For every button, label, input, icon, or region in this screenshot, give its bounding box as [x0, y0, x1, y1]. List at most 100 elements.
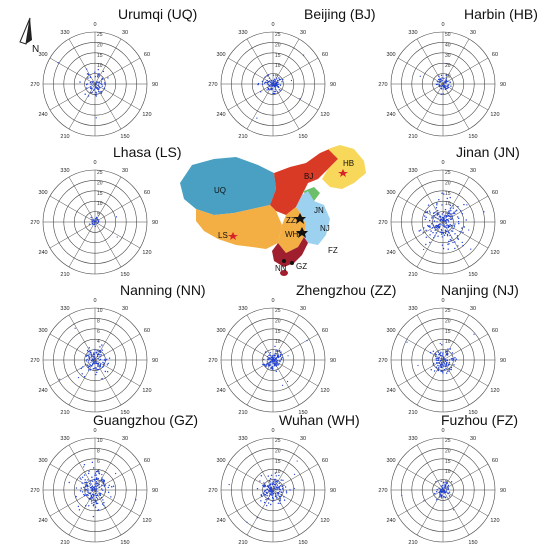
- ring-tick-label: 15: [97, 191, 103, 197]
- data-point: [271, 88, 273, 91]
- data-point: [447, 215, 449, 217]
- data-point: [110, 496, 112, 498]
- data-point: [91, 502, 93, 504]
- data-point: [445, 79, 448, 82]
- data-point: [103, 485, 106, 487]
- ring-tick-label: 20: [445, 448, 451, 454]
- data-point: [439, 223, 441, 226]
- polar-spoke: [416, 221, 444, 268]
- angle-tick-label: 240: [38, 250, 47, 256]
- polar-spoke: [397, 195, 444, 223]
- data-point: [95, 485, 97, 487]
- data-point: [274, 345, 276, 348]
- data-point: [263, 492, 265, 494]
- data-point: [439, 231, 441, 233]
- data-point: [426, 210, 428, 213]
- data-point: [102, 480, 104, 482]
- data-point: [269, 493, 271, 495]
- data-point: [434, 229, 436, 231]
- data-point: [276, 83, 278, 85]
- angle-tick-label: 300: [386, 328, 395, 334]
- data-point: [458, 217, 460, 220]
- data-point: [406, 341, 408, 343]
- data-point: [276, 484, 279, 486]
- data-point: [100, 92, 102, 94]
- data-point: [269, 352, 271, 354]
- data-point: [262, 484, 264, 487]
- data-point: [112, 485, 115, 487]
- data-point: [257, 82, 260, 85]
- angle-tick-label: 300: [386, 190, 395, 196]
- data-point: [81, 476, 84, 478]
- ring-tick-label: 25: [97, 32, 103, 38]
- data-point: [98, 493, 100, 495]
- ring-tick-label: 20: [275, 42, 281, 48]
- data-point: [91, 363, 94, 366]
- angle-tick-label: 0: [441, 428, 444, 434]
- angle-tick-label: 300: [38, 190, 47, 196]
- data-point: [447, 224, 450, 227]
- data-point: [97, 363, 100, 365]
- data-point: [272, 493, 274, 496]
- angle-tick-label: 0: [93, 298, 96, 304]
- data-point: [279, 78, 281, 81]
- data-point: [268, 479, 271, 482]
- polar-spoke: [416, 444, 444, 491]
- data-point: [101, 77, 103, 80]
- polar-spoke: [442, 489, 470, 536]
- data-point: [86, 494, 88, 496]
- data-point: [447, 248, 449, 250]
- polar-spoke: [49, 489, 96, 517]
- data-point: [446, 370, 449, 372]
- data-point: [435, 224, 438, 227]
- data-point: [262, 363, 264, 366]
- data-point: [278, 77, 280, 79]
- data-point: [429, 212, 431, 214]
- data-point: [442, 358, 445, 361]
- data-point: [256, 517, 258, 519]
- angle-tick-label: 270: [30, 220, 39, 226]
- data-point: [93, 478, 96, 481]
- data-point: [447, 84, 449, 86]
- data-point: [87, 361, 89, 363]
- data-point: [441, 230, 443, 232]
- data-point: [440, 495, 443, 498]
- angle-tick-label: 150: [298, 540, 307, 546]
- chart-title: Nanjing (NJ): [441, 282, 519, 298]
- data-point: [271, 84, 273, 87]
- data-point: [437, 351, 440, 353]
- angle-tick-label: 330: [238, 306, 247, 312]
- data-point: [444, 358, 446, 361]
- data-point: [281, 353, 283, 356]
- data-point: [103, 504, 105, 507]
- data-point: [447, 487, 449, 489]
- data-point: [261, 80, 264, 83]
- data-point: [448, 495, 451, 497]
- data-point: [270, 356, 272, 358]
- data-point: [99, 364, 102, 367]
- data-point: [439, 491, 442, 493]
- data-point: [86, 349, 89, 352]
- data-point: [91, 365, 93, 367]
- data-point: [276, 492, 279, 494]
- polar-spoke: [94, 83, 122, 130]
- data-point: [89, 363, 91, 366]
- data-point: [272, 84, 275, 86]
- angle-tick-label: 150: [468, 134, 477, 140]
- data-point: [264, 365, 266, 367]
- data-point: [107, 491, 110, 494]
- polar-spoke: [272, 489, 300, 536]
- data-point: [273, 78, 276, 80]
- data-point: [275, 357, 277, 359]
- polar-spoke: [272, 38, 300, 85]
- data-point: [458, 222, 460, 225]
- ring-tick-label: 10: [275, 63, 281, 69]
- data-point: [442, 247, 445, 250]
- data-point: [94, 220, 96, 222]
- data-point: [440, 88, 443, 90]
- data-point: [103, 501, 105, 504]
- data-point: [270, 364, 272, 366]
- data-point: [274, 80, 277, 82]
- ring-tick-label: 20: [97, 180, 103, 186]
- data-point: [97, 470, 99, 472]
